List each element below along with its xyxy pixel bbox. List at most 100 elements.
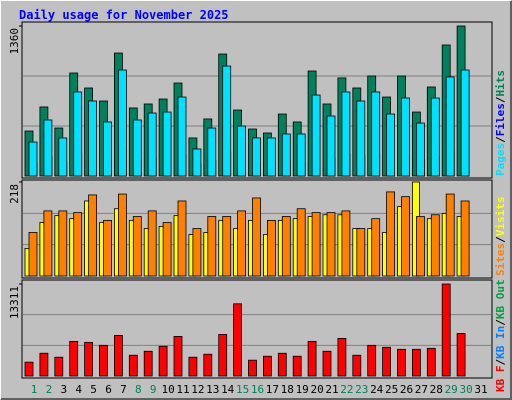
legend-entry: Hits bbox=[494, 70, 507, 97]
y-tick-label: 13311 bbox=[8, 286, 21, 319]
bar bbox=[28, 141, 38, 177]
bar bbox=[266, 219, 276, 277]
x-tick-label: 6 bbox=[105, 383, 112, 396]
legend: KB F/KB In/KB Out bbox=[494, 279, 507, 392]
legend-entry: Sites bbox=[494, 243, 507, 276]
bar bbox=[311, 94, 321, 177]
bar bbox=[28, 232, 38, 277]
bar bbox=[58, 210, 68, 277]
x-tick-label: 18 bbox=[281, 383, 294, 396]
bar bbox=[352, 354, 362, 377]
bar bbox=[296, 208, 306, 277]
legend: Sites/Visits bbox=[494, 197, 507, 277]
bar bbox=[188, 356, 198, 377]
legend: Pages/Files/Hits bbox=[494, 70, 507, 176]
bar bbox=[415, 216, 425, 277]
bar bbox=[307, 340, 317, 377]
legend-separator: / bbox=[494, 359, 507, 366]
bar bbox=[326, 212, 336, 277]
bar bbox=[162, 222, 172, 277]
bar bbox=[281, 133, 291, 177]
x-tick-label: 30 bbox=[459, 383, 472, 396]
bar bbox=[54, 356, 64, 377]
legend-separator: / bbox=[494, 136, 507, 143]
bar bbox=[401, 97, 410, 177]
bar bbox=[24, 361, 34, 377]
x-tick-label: 20 bbox=[310, 383, 323, 396]
bar bbox=[158, 345, 168, 377]
bar bbox=[277, 352, 287, 377]
x-tick-label: 9 bbox=[150, 383, 157, 396]
bar bbox=[222, 65, 232, 177]
bar bbox=[426, 347, 436, 377]
bar bbox=[292, 355, 302, 377]
bar bbox=[262, 355, 272, 377]
x-tick-label: 4 bbox=[75, 383, 82, 396]
bar bbox=[43, 210, 53, 277]
bar bbox=[322, 350, 332, 377]
bar bbox=[88, 100, 97, 177]
x-tick-label: 2 bbox=[46, 383, 53, 396]
x-tick-label: 13 bbox=[206, 383, 219, 396]
bar bbox=[39, 352, 49, 377]
legend-entry: KB In bbox=[494, 326, 507, 359]
bar bbox=[132, 119, 142, 177]
bar bbox=[58, 137, 68, 177]
x-tick-label: 24 bbox=[370, 383, 384, 396]
bar bbox=[218, 334, 228, 377]
bar bbox=[128, 354, 138, 377]
x-tick-label: 21 bbox=[325, 383, 338, 396]
x-tick-label: 12 bbox=[191, 383, 204, 396]
bar bbox=[296, 133, 306, 177]
x-tick-label: 29 bbox=[445, 383, 458, 396]
bar bbox=[411, 348, 421, 377]
x-tick-label: 22 bbox=[340, 383, 353, 396]
bar bbox=[177, 200, 187, 277]
bar bbox=[415, 122, 425, 177]
x-tick-label: 11 bbox=[176, 383, 189, 396]
bar bbox=[386, 191, 396, 277]
bar bbox=[281, 216, 291, 277]
x-tick-label: 16 bbox=[251, 383, 264, 396]
bar bbox=[237, 125, 247, 177]
legend-entry: KB Out bbox=[494, 279, 507, 319]
bar bbox=[445, 193, 455, 277]
bar bbox=[143, 350, 153, 377]
y-tick-label: 218 bbox=[8, 184, 21, 204]
bar bbox=[88, 194, 97, 277]
y-tick-label: 1360 bbox=[8, 28, 21, 55]
legend-entry: Visits bbox=[494, 197, 507, 237]
bar bbox=[252, 137, 261, 177]
bar bbox=[192, 228, 202, 277]
x-tick-label: 23 bbox=[355, 383, 368, 396]
bar bbox=[69, 340, 79, 377]
bar bbox=[252, 197, 261, 277]
bar bbox=[103, 219, 112, 277]
bar bbox=[311, 212, 321, 277]
x-tick-label: 26 bbox=[400, 383, 413, 396]
x-tick-label: 15 bbox=[236, 383, 249, 396]
bar bbox=[43, 119, 53, 177]
x-tick-label: 14 bbox=[221, 383, 235, 396]
bar bbox=[386, 113, 396, 177]
bar bbox=[326, 115, 336, 177]
x-tick-label: 1 bbox=[31, 383, 38, 396]
bar bbox=[367, 344, 377, 377]
bar bbox=[147, 210, 157, 277]
bar bbox=[430, 97, 440, 177]
bar bbox=[73, 212, 83, 277]
legend-entry: Files bbox=[494, 103, 507, 136]
bar bbox=[132, 216, 142, 277]
bar bbox=[147, 112, 157, 177]
x-tick-label: 3 bbox=[60, 383, 67, 396]
bar bbox=[341, 210, 351, 277]
legend-separator: / bbox=[494, 319, 507, 326]
bar bbox=[233, 303, 243, 377]
bar bbox=[192, 148, 202, 177]
bar bbox=[266, 137, 276, 177]
x-tick-label: 25 bbox=[385, 383, 398, 396]
bar bbox=[460, 200, 470, 277]
bar bbox=[430, 214, 440, 277]
